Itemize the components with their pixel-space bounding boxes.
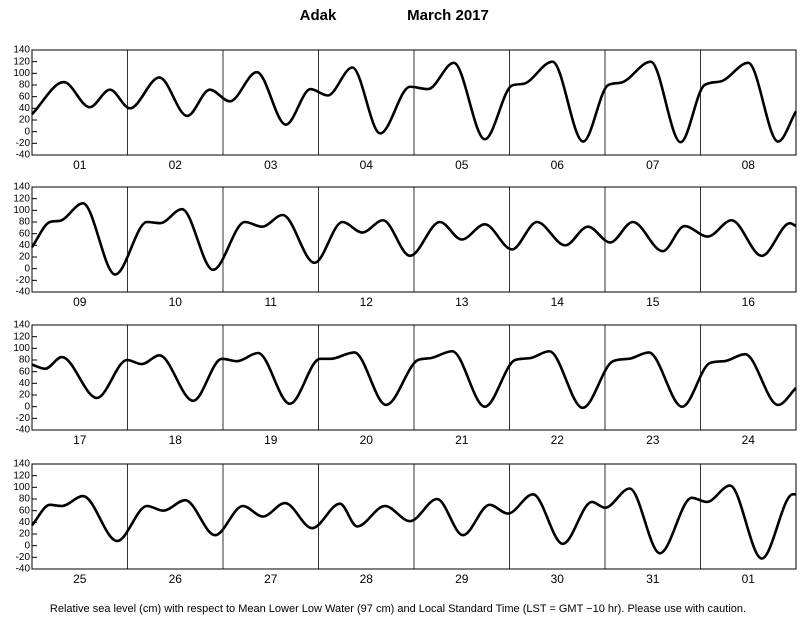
day-label: 30 <box>551 572 565 586</box>
y-tick-label: 60 <box>19 228 31 239</box>
y-tick-label: 100 <box>13 482 30 493</box>
tide-line <box>30 202 797 276</box>
day-label: 18 <box>169 433 183 447</box>
y-tick-label: -20 <box>16 275 31 286</box>
y-tick-label: 140 <box>13 459 30 470</box>
day-label: 31 <box>646 572 660 586</box>
tide-line <box>30 484 796 560</box>
y-tick-label: -40 <box>16 287 31 298</box>
day-label: 23 <box>646 433 660 447</box>
y-tick-label: 20 <box>19 390 31 401</box>
y-tick-label: 60 <box>19 366 31 377</box>
y-tick-label: 80 <box>19 494 31 505</box>
y-tick-label: 100 <box>13 205 30 216</box>
day-label: 07 <box>646 158 660 172</box>
y-tick-label: 120 <box>13 56 30 67</box>
day-label: 01 <box>73 158 87 172</box>
day-label: 11 <box>265 295 278 309</box>
chart-title: Adak <box>300 7 337 24</box>
day-label: 29 <box>455 572 469 586</box>
tide-line <box>31 349 797 410</box>
y-tick-label: 0 <box>24 263 30 274</box>
y-tick-label: -40 <box>16 564 31 575</box>
day-label: 20 <box>360 433 374 447</box>
day-label: 26 <box>169 572 183 586</box>
day-label: 17 <box>73 433 87 447</box>
y-tick-label: 100 <box>13 343 30 354</box>
y-tick-label: -20 <box>16 413 31 424</box>
y-tick-label: 120 <box>13 193 30 204</box>
day-label: 08 <box>742 158 756 172</box>
day-label: 16 <box>742 295 756 309</box>
y-tick-label: 0 <box>24 126 30 137</box>
day-label: 10 <box>169 295 183 309</box>
day-label: 24 <box>742 433 756 447</box>
y-tick-label: 140 <box>13 45 30 56</box>
y-tick-label: -40 <box>16 425 31 436</box>
day-label: 12 <box>360 295 374 309</box>
day-label: 22 <box>551 433 565 447</box>
tide-line <box>31 60 798 144</box>
y-tick-label: 40 <box>19 103 31 114</box>
chart-subtitle: March 2017 <box>407 7 489 24</box>
y-tick-label: 20 <box>19 529 31 540</box>
y-tick-label: 40 <box>19 517 31 528</box>
y-tick-label: -40 <box>16 150 31 161</box>
y-tick-label: 140 <box>13 182 30 193</box>
y-tick-label: 140 <box>13 320 30 331</box>
day-label: 03 <box>264 158 278 172</box>
y-tick-label: 80 <box>19 217 31 228</box>
y-tick-label: 0 <box>24 401 30 412</box>
y-tick-label: 40 <box>19 240 31 251</box>
y-tick-label: -20 <box>16 138 31 149</box>
day-label: 15 <box>646 295 660 309</box>
day-label: 19 <box>264 433 278 447</box>
day-label: 25 <box>73 572 87 586</box>
day-label: 14 <box>551 295 565 309</box>
day-label: 01 <box>742 572 756 586</box>
y-tick-label: 120 <box>13 470 30 481</box>
y-tick-label: 20 <box>19 115 31 126</box>
day-label: 02 <box>169 158 183 172</box>
day-label: 27 <box>264 572 278 586</box>
y-tick-label: 120 <box>13 331 30 342</box>
y-tick-label: 60 <box>19 505 31 516</box>
day-label: 09 <box>73 295 87 309</box>
y-tick-label: 80 <box>19 355 31 366</box>
y-tick-label: 0 <box>24 540 30 551</box>
day-label: 05 <box>455 158 469 172</box>
day-label: 28 <box>360 572 374 586</box>
day-label: 06 <box>551 158 565 172</box>
y-tick-label: 100 <box>13 68 30 79</box>
y-tick-label: 40 <box>19 378 31 389</box>
y-tick-label: 60 <box>19 91 31 102</box>
y-tick-label: 20 <box>19 252 31 263</box>
day-label: 21 <box>455 433 469 447</box>
day-label: 04 <box>360 158 374 172</box>
caption: Relative sea level (cm) with respect to … <box>50 603 746 615</box>
day-label: 13 <box>455 295 469 309</box>
y-tick-label: -20 <box>16 552 31 563</box>
y-tick-label: 80 <box>19 80 31 91</box>
